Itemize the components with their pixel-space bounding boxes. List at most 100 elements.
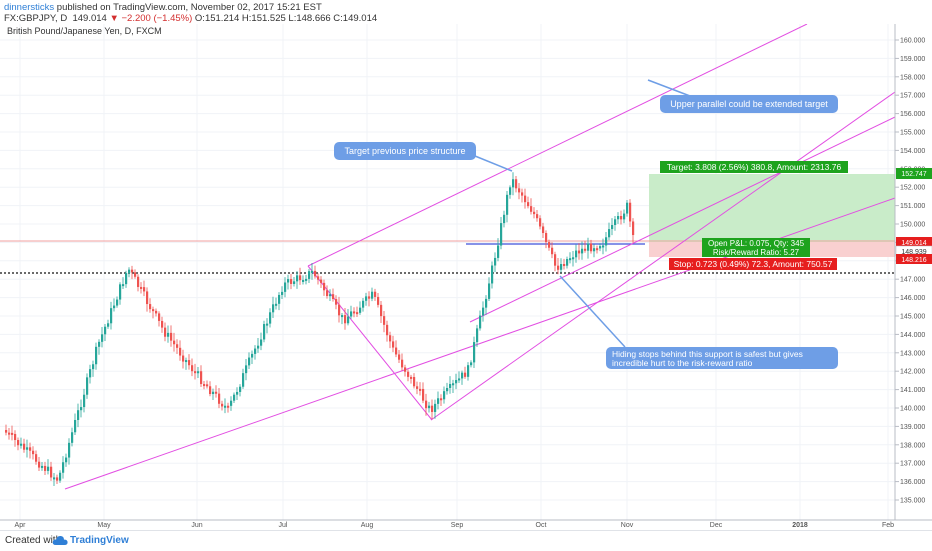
candle-body [8, 432, 11, 435]
footer: Created with TradingView [0, 530, 932, 551]
candle-body [509, 187, 512, 195]
channel-anchor-line[interactable] [307, 265, 433, 421]
candle-body [530, 206, 533, 212]
price-tick-label: 156.000 [900, 111, 925, 118]
position-stop-box[interactable] [669, 258, 837, 270]
candle-body [197, 371, 200, 374]
candle-body [158, 313, 161, 321]
position-target-label[interactable]: Target: 3.808 (2.56%) 380.8, Amount: 231… [660, 161, 848, 173]
price-chart[interactable]: Upper parallel could be extended target … [0, 23, 932, 530]
candle-body [155, 310, 158, 314]
candle-body [419, 388, 422, 391]
author-link[interactable]: dinnersticks [4, 2, 55, 13]
candle-body [512, 179, 515, 188]
chart-frame[interactable]: Upper parallel could be extended target … [0, 23, 932, 530]
candle-body [29, 447, 32, 451]
candle-body [425, 400, 428, 409]
annotation-stops[interactable]: Hiding stops behind this support is safe… [606, 347, 838, 369]
time-tick-label: May [97, 522, 111, 529]
annotation-upper-box[interactable] [660, 95, 838, 113]
channel-upper-line[interactable] [307, 23, 808, 267]
candle-body [95, 346, 98, 365]
time-tick-label: Sep [451, 522, 464, 529]
candle-body [620, 215, 623, 220]
candle-body [488, 283, 491, 299]
candle-body [164, 327, 167, 337]
candle-body [83, 394, 86, 408]
channel-inner-lower-line[interactable] [430, 91, 896, 421]
candle-body [275, 303, 278, 306]
price-tick-label: 159.000 [900, 56, 925, 63]
candle-body [326, 290, 329, 297]
candle-body [482, 307, 485, 316]
candle-body [62, 462, 65, 473]
grid [0, 24, 895, 520]
candle-body [251, 353, 254, 358]
candle-body [191, 365, 194, 372]
candle-body [608, 229, 611, 238]
stop-price-badge-text: 148.216 [901, 257, 926, 264]
candle-body [140, 286, 143, 289]
tradingview-cloud-icon[interactable] [52, 534, 68, 547]
price-tick-label: 138.000 [900, 442, 925, 449]
candle-body [308, 271, 311, 279]
candle-body [371, 291, 374, 299]
candle-body [209, 386, 212, 395]
annotation-upper[interactable]: Upper parallel could be extended target [660, 95, 838, 113]
candle-body [377, 296, 380, 305]
annotation-structure[interactable]: Target previous price structure [334, 142, 476, 160]
candle-body [257, 345, 260, 349]
annotation-stops-box[interactable] [606, 347, 838, 369]
candle-body [443, 391, 446, 400]
position-stop-label[interactable]: Stop: 0.723 (0.49%) 72.3, Amount: 750.57 [669, 258, 837, 270]
position-open-box[interactable] [702, 238, 810, 257]
candle-body [386, 324, 389, 336]
price-tick-label: 157.000 [900, 93, 925, 100]
annotation-stops-line-1: Hiding stops behind this support is safe… [612, 349, 803, 359]
position-stop-text: Stop: 0.723 (0.49%) 72.3, Amount: 750.57 [674, 259, 833, 269]
candle-body [428, 405, 431, 409]
time-axis[interactable] [0, 520, 895, 530]
candle-body [59, 472, 62, 481]
price-tick-label: 137.000 [900, 461, 925, 468]
candle-body [230, 400, 233, 406]
position-target-box[interactable] [660, 161, 848, 173]
time-tick-label: Jul [279, 522, 288, 529]
candle-body [566, 259, 569, 266]
candle-body [590, 243, 593, 252]
candle-body [557, 265, 560, 270]
candle-body [179, 347, 182, 356]
price-tick-label: 144.000 [900, 332, 925, 339]
symbol-label: FX:GBPJPY, D [4, 13, 68, 24]
candle-body [335, 299, 338, 305]
candle-body [380, 304, 383, 317]
candle-body [578, 250, 581, 254]
candle-body [452, 383, 455, 386]
candle-body [476, 328, 479, 343]
time-tick-label: Apr [15, 522, 27, 529]
candle-body [614, 219, 617, 226]
candle-body [35, 454, 38, 462]
candle-body [368, 296, 371, 299]
candle-body [632, 221, 635, 236]
candle-body [431, 405, 434, 412]
candle-body [551, 247, 554, 255]
candle-body [329, 294, 332, 297]
candle-body [350, 311, 353, 317]
price-tick-label: 135.000 [900, 498, 925, 505]
candle-body [89, 369, 92, 378]
price-tick-label: 139.000 [900, 424, 925, 431]
candle-body [332, 294, 335, 300]
candle-body [56, 477, 59, 481]
last-price: 149.014 [72, 13, 107, 24]
candle-body [86, 377, 89, 395]
annotation-structure-box[interactable] [334, 142, 476, 160]
tradingview-brand[interactable]: TradingView [70, 535, 129, 546]
position-open-label[interactable]: Open P&L: 0.075, Qty: 345 Risk/Reward Ra… [702, 238, 810, 257]
candle-body [587, 243, 590, 251]
price-axis[interactable] [895, 24, 932, 530]
candle-body [392, 341, 395, 348]
publish-line: dinnersticks published on TradingView.co… [4, 2, 322, 13]
channel-inner-upper-line[interactable] [469, 116, 896, 323]
candle-body [65, 457, 68, 463]
